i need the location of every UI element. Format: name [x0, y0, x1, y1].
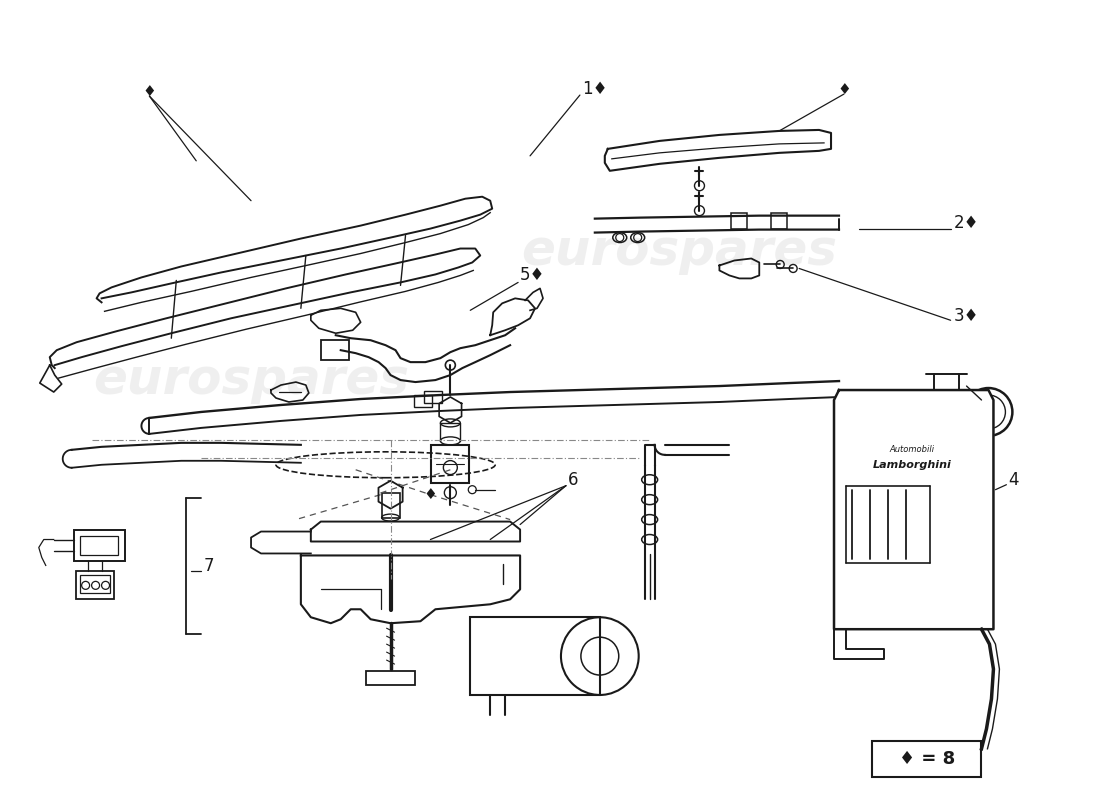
Text: 7: 7 — [204, 558, 213, 575]
Bar — [872, 741, 981, 777]
Bar — [74, 530, 125, 562]
Text: Automobili: Automobili — [889, 446, 934, 454]
Text: 1♦: 1♦ — [582, 80, 607, 98]
Text: 4: 4 — [1009, 470, 1019, 489]
Text: ♦: ♦ — [837, 82, 850, 97]
Bar — [382, 493, 399, 518]
Bar — [471, 618, 600, 695]
Polygon shape — [301, 555, 520, 623]
Text: ♦: ♦ — [424, 487, 437, 502]
Bar — [425, 391, 442, 403]
Bar — [732, 213, 747, 229]
Bar — [365, 671, 416, 685]
Text: Lamborghini: Lamborghini — [872, 460, 952, 470]
Bar — [431, 445, 470, 482]
Text: eurospares: eurospares — [94, 356, 409, 404]
Polygon shape — [50, 249, 481, 368]
Bar — [79, 535, 118, 555]
Bar — [321, 340, 349, 360]
Text: ♦ = 8: ♦ = 8 — [899, 750, 955, 768]
Bar — [771, 213, 788, 229]
Bar — [79, 575, 110, 594]
Polygon shape — [97, 197, 492, 302]
Text: ♦: ♦ — [143, 83, 156, 98]
Text: 5♦: 5♦ — [520, 266, 546, 285]
Polygon shape — [834, 390, 993, 630]
Polygon shape — [605, 130, 830, 170]
Bar — [76, 571, 113, 599]
Text: 3♦: 3♦ — [954, 307, 979, 326]
Bar — [415, 395, 432, 407]
Text: 6: 6 — [568, 470, 579, 489]
Text: 2♦: 2♦ — [954, 214, 979, 232]
Text: eurospares: eurospares — [521, 226, 837, 274]
